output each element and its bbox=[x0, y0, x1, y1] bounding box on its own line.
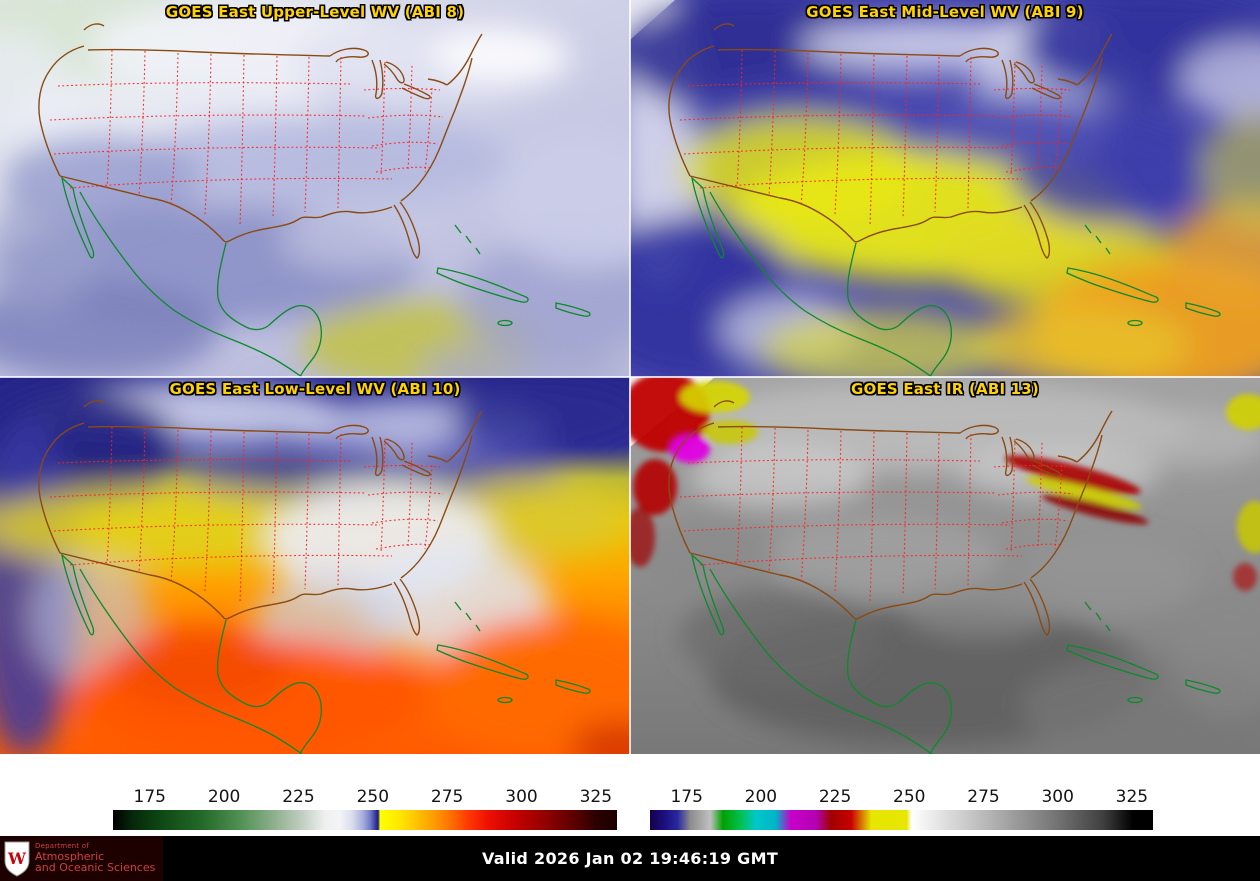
tick-label: 300 bbox=[505, 787, 538, 807]
colorbar-wv: 175 200 225 250 275 300 325 bbox=[113, 786, 617, 830]
uw-crest-icon: W bbox=[4, 841, 30, 877]
tick-label: 325 bbox=[579, 787, 613, 807]
tick-label: 250 bbox=[356, 787, 390, 807]
panel-divider-horizontal bbox=[0, 376, 1260, 378]
panel-mid-level-wv: GOES East Mid-Level WV (ABI 9) bbox=[630, 0, 1260, 377]
tick-label: 300 bbox=[1041, 787, 1074, 807]
logo-name-line-2: and Oceanic Sciences bbox=[35, 861, 156, 875]
colorbar-wv-tick-labels: 175 200 225 250 275 300 325 bbox=[113, 786, 617, 810]
satellite-image-ir bbox=[630, 377, 1260, 754]
panel-title-upper-wv: GOES East Upper-Level WV (ABI 8) bbox=[165, 3, 465, 21]
tick-label: 325 bbox=[1115, 787, 1149, 807]
tick-label: 175 bbox=[670, 787, 703, 807]
tick-label: 175 bbox=[133, 787, 167, 807]
panel-title-mid-wv: GOES East Mid-Level WV (ABI 9) bbox=[806, 3, 1084, 21]
colorbar-row: 175 200 225 250 275 300 325 175 200 225 … bbox=[0, 754, 1260, 836]
logo-text: Department of Atmospheric and Oceanic Sc… bbox=[35, 842, 156, 875]
uw-aos-logo: W Department of Atmospheric and Oceanic … bbox=[0, 836, 164, 881]
moisture-field bbox=[630, 0, 1260, 377]
satellite-image-upper-wv bbox=[0, 0, 630, 377]
tick-label: 225 bbox=[818, 787, 852, 807]
tick-label: 200 bbox=[744, 787, 778, 807]
satellite-panel-grid: GOES East Upper-Level WV (ABI 8) bbox=[0, 0, 1260, 754]
tick-label: 275 bbox=[430, 787, 464, 807]
moisture-field bbox=[0, 377, 630, 754]
logo-dept-line: Department of bbox=[35, 842, 89, 851]
logo-name-line-1: Atmospheric bbox=[35, 849, 105, 863]
tick-label: 275 bbox=[967, 787, 1000, 807]
colorbar-ir-gradient bbox=[650, 810, 1153, 830]
panel-ir: GOES East IR (ABI 13) bbox=[630, 377, 1260, 754]
colorbar-wv-gradient bbox=[113, 810, 617, 830]
panel-upper-level-wv: GOES East Upper-Level WV (ABI 8) bbox=[0, 0, 630, 377]
panel-low-level-wv: GOES East Low-Level WV (ABI 10) bbox=[0, 377, 630, 754]
tick-label: 250 bbox=[893, 787, 926, 807]
cloud-field-grayscale bbox=[640, 382, 1260, 754]
crest-letter: W bbox=[7, 849, 27, 868]
tick-label: 200 bbox=[207, 787, 241, 807]
panel-title-low-wv: GOES East Low-Level WV (ABI 10) bbox=[169, 380, 461, 398]
tick-label: 225 bbox=[282, 787, 315, 807]
satellite-image-mid-wv bbox=[630, 0, 1260, 377]
valid-time-label: Valid 2026 Jan 02 19:46:19 GMT bbox=[481, 849, 779, 868]
colorbar-ir-tick-labels: 175 200 225 250 275 300 325 bbox=[650, 786, 1153, 810]
colorbar-ir: 175 200 225 250 275 300 325 bbox=[650, 786, 1153, 830]
footer-bar: W Department of Atmospheric and Oceanic … bbox=[0, 836, 1260, 881]
panel-title-ir: GOES East IR (ABI 13) bbox=[850, 380, 1039, 398]
moisture-field bbox=[0, 0, 630, 377]
satellite-image-low-wv bbox=[0, 377, 630, 754]
